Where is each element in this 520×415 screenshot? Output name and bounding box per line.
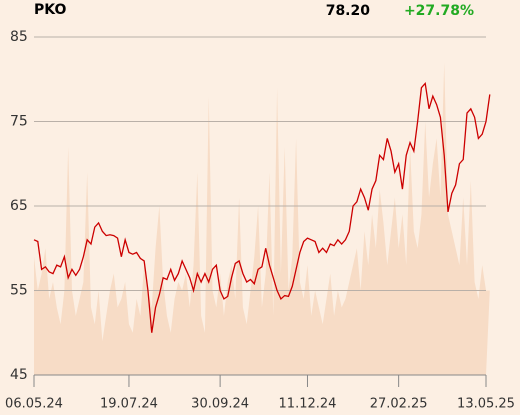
y-tick-label: 45	[10, 367, 28, 383]
y-tick-label: 65	[10, 198, 28, 214]
price-line	[33, 82, 491, 333]
x-tick-label: 30.09.24	[191, 397, 249, 412]
price: 78.20	[326, 3, 371, 19]
y-tick-label: 55	[10, 283, 28, 299]
y-tick-label: 75	[10, 114, 28, 130]
y-tick-label: 85	[10, 29, 28, 45]
change: +27.78%	[404, 3, 474, 19]
chart-title: PKO	[34, 2, 66, 18]
x-tick-label: 06.05.24	[5, 397, 63, 412]
x-tick-label: 13.05.25	[457, 397, 515, 412]
volume-area	[34, 62, 490, 375]
x-tick-label: 11.12.24	[279, 397, 337, 412]
x-tick-label: 27.02.25	[370, 397, 428, 412]
x-tick-label: 19.07.24	[100, 397, 158, 412]
